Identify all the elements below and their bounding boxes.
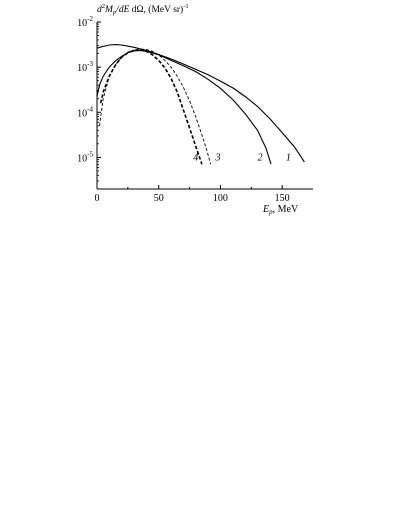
- y-tick-label: 10-2: [77, 15, 93, 29]
- series-group: [96, 44, 305, 165]
- series-label-2: 2: [257, 152, 262, 163]
- xlabel-sub-p: p: [268, 208, 273, 216]
- ylabel-d: d: [97, 5, 102, 15]
- x-axis-label: Ep, MeV: [262, 204, 299, 216]
- x-tick-label: 0: [95, 193, 100, 204]
- series-line-3: [99, 48, 212, 165]
- series-line-2: [96, 49, 272, 165]
- ylabel-sub-p: p: [112, 9, 117, 16]
- series-label-1: 1: [286, 152, 291, 163]
- series-line-1: [96, 44, 305, 163]
- axis-ticks: 0 50 100 150 10-2 10-3 10-4 10-5: [77, 15, 289, 204]
- ylabel-exp: -1: [183, 3, 188, 10]
- xlabel-unit: , MeV: [273, 204, 299, 215]
- ylabel-slash: /: [115, 5, 120, 15]
- y-tick-label: 10-4: [77, 105, 93, 119]
- ylabel-domega: dΩ, (MeV sr): [129, 4, 183, 15]
- ylabel-dE: dE: [119, 5, 130, 15]
- x-tick-label: 100: [213, 193, 228, 204]
- ylabel-M: M: [104, 5, 114, 15]
- xlabel-E: E: [262, 204, 269, 215]
- series-labels: 1 2 3 4: [193, 152, 291, 163]
- series-label-3: 3: [214, 152, 220, 163]
- x-tick-label: 50: [154, 193, 164, 204]
- series-label-4: 4: [193, 152, 198, 163]
- y-tick-label: 10-3: [77, 60, 93, 74]
- y-axis-label: d2Mp/dE dΩ, (MeV sr)-1: [97, 3, 189, 16]
- x-tick-label: 150: [275, 193, 290, 204]
- ylabel-sup2: 2: [102, 3, 105, 10]
- series-line-4: [99, 49, 203, 165]
- y-tick-label: 10-5: [77, 150, 93, 164]
